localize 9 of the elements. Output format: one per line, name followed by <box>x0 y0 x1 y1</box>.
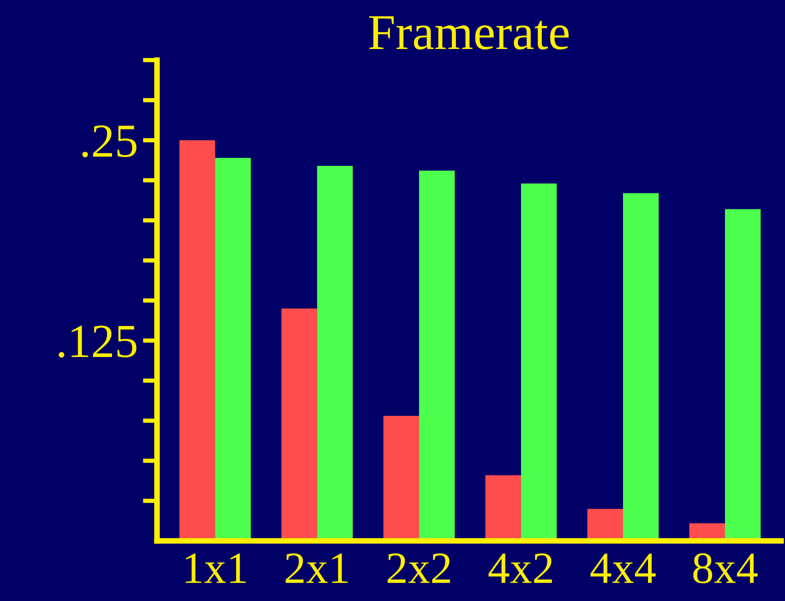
x-tick-label: 1x1 <box>186 554 246 583</box>
y-tick-label: .125 <box>58 326 136 358</box>
x-tick-label: 4x2 <box>488 553 552 583</box>
x-tick-label: 2x2 <box>388 553 450 583</box>
x-tick-label: 4x4 <box>590 554 656 583</box>
x-tick-label: 8x4 <box>693 553 758 584</box>
x-tick-label: 2x1 <box>286 553 348 583</box>
chart-title: Framerate <box>369 16 569 50</box>
y-tick-label: .25 <box>82 125 136 158</box>
